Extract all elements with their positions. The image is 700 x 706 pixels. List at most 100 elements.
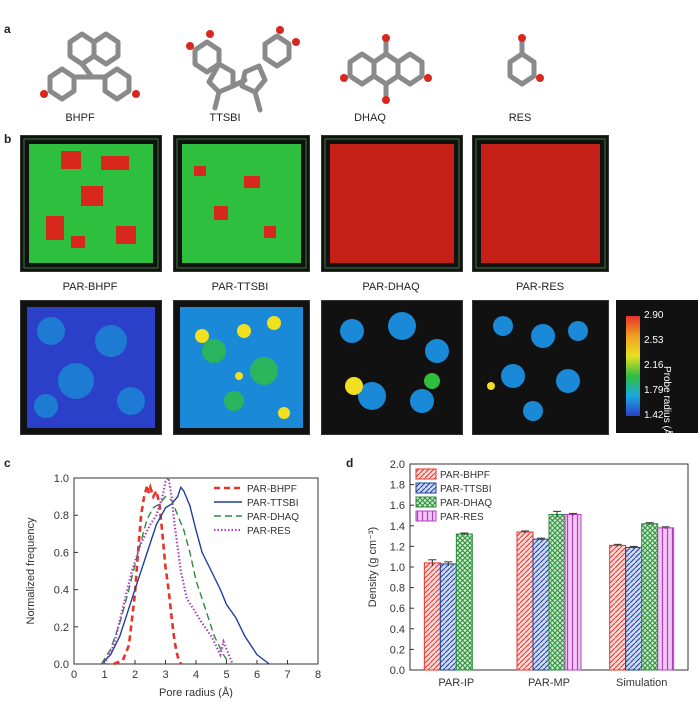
category-label: Simulation [616,677,667,689]
panel-letter-b: b [4,132,12,146]
res-structure [507,39,537,87]
pore-map-ttsbi-texture [180,307,303,428]
panel-letter-c: c [4,456,11,470]
ttsbi-structure [192,33,292,113]
pore-map-dhaq-texture [340,312,449,413]
colorbar-tick-1: 2.53 [644,335,664,346]
y-tick-label: 1.0 [54,473,69,485]
y-tick-label: 1.8 [390,480,405,492]
y-tick-label: 0.2 [390,644,405,656]
pore-map-bhpf-texture [27,307,155,428]
pore-map-ttsbi [173,300,310,435]
y-tick-label: 0.0 [390,665,405,677]
x-tick-label: 1 [101,669,107,681]
series-line-1 [113,482,182,666]
sim-box-dhaq-top-texture [324,138,460,269]
box-label-dhaq: PAR-DHAQ [362,281,420,293]
x-tick-label: 7 [284,669,290,681]
series-line-3 [100,495,231,665]
colorbar-gradient [626,316,640,416]
bar-1 [609,544,627,671]
legend-label: PAR-TTSBI [440,484,491,495]
dhaq-structure [347,39,425,99]
legend-label: PAR-RES [247,526,291,537]
x-tick-label: 0 [71,669,77,681]
panel-letter-a: a [4,22,11,36]
y-tick-label: 0.6 [54,547,69,559]
colorbar-tick-4: 1.42 [644,410,664,421]
bar-1 [516,531,534,671]
sim-box-ttsbi-top [173,135,310,272]
sim-box-bhpf-top-texture [23,138,159,269]
density-chart: 0.0 0.2 0.4 0.6 0.8 1.0 1.2 1.4 1.6 1.8 2.0 Density… [367,459,689,689]
panel-letter-d: d [346,456,354,470]
sim-box-dhaq-top [321,135,463,272]
y-tick-label: 2.0 [390,459,405,471]
y-tick-label: 0.8 [54,510,69,522]
y-tick-label: 1.0 [390,562,405,574]
sim-box-ttsbi-top-texture [176,138,307,269]
pore-map-res-texture [487,316,588,421]
pore-map-dhaq [321,300,463,435]
y-tick-label: 0.4 [54,585,69,597]
molecule-label-res: RES [508,112,532,124]
y-tick-label: 0.0 [54,659,69,671]
colorbar-tick-3: 1.79 [644,385,664,396]
legend-swatch [415,510,437,522]
bar-4 [564,513,582,671]
pore-radius-chart: 0 1 2 3 4 5 6 7 8 0.0 0.2 0.4 0.6 0.8 1.0 Pore radius (… [25,473,321,698]
bar-2 [625,546,643,671]
colorbar-label: Probe radius (Å) [661,366,672,439]
pore-map-res [472,300,609,435]
category-label: PAR-MP [528,677,570,689]
x-axis-label: Pore radius (Å) [159,686,233,698]
y-tick-label: 1.2 [390,541,405,553]
y-axis-label: Normalized frequency [25,517,37,624]
molecule-structures [40,26,544,113]
legend-swatch [415,482,437,494]
series-line-2 [100,485,270,665]
molecule-label-dhaq: DHAQ [354,112,386,124]
box-label-res: PAR-RES [515,281,565,293]
series-line-4 [103,475,234,665]
y-tick-label: 1.4 [390,521,405,533]
bar-4 [657,527,675,671]
colorbar: 2.90 2.53 2.16 1.79 1.42 Probe radius (Å… [616,300,698,439]
bar-3 [548,513,566,671]
bar-2 [532,538,550,671]
y-axis-label: Density (g cm⁻³) [367,527,379,607]
y-tick-label: 0.6 [390,603,405,615]
legend-label: PAR-BHPF [247,484,297,495]
box-label-bhpf: PAR-BHPF [62,281,118,293]
y-tick-label: 0.2 [54,622,69,634]
bar-3 [455,533,473,671]
pore-map-bhpf [20,300,162,435]
box-label-ttsbi: PAR-TTSBI [211,281,269,293]
x-tick-label: 8 [315,669,321,681]
legend-label: PAR-RES [440,512,484,523]
legend-label: PAR-BHPF [440,470,490,481]
x-tick-label: 6 [254,669,260,681]
sim-box-res-top-texture [475,138,606,269]
bar-3 [641,523,659,671]
legend-label: PAR-TTSBI [247,498,298,509]
bhpf-structure [47,31,132,102]
legend-label: PAR-DHAQ [247,512,299,523]
sim-box-res-top [472,135,609,272]
category-label: PAR-IP [438,677,474,689]
y-tick-label: 1.6 [390,500,405,512]
x-tick-label: 3 [162,669,168,681]
y-tick-label: 0.8 [390,583,405,595]
molecule-label-bhpf: BHPF [65,112,95,124]
colorbar-tick-0: 2.90 [644,310,664,321]
colorbar-tick-2: 2.16 [644,360,664,371]
bar-2 [439,563,457,671]
sim-box-bhpf-top [20,135,162,272]
molecule-label-ttsbi: TTSBI [209,112,241,124]
legend-label: PAR-DHAQ [440,498,492,509]
x-tick-label: 2 [132,669,138,681]
legend-swatch [415,496,437,508]
y-tick-label: 0.4 [390,624,405,636]
bar-1 [423,562,441,671]
x-tick-label: 5 [223,669,229,681]
